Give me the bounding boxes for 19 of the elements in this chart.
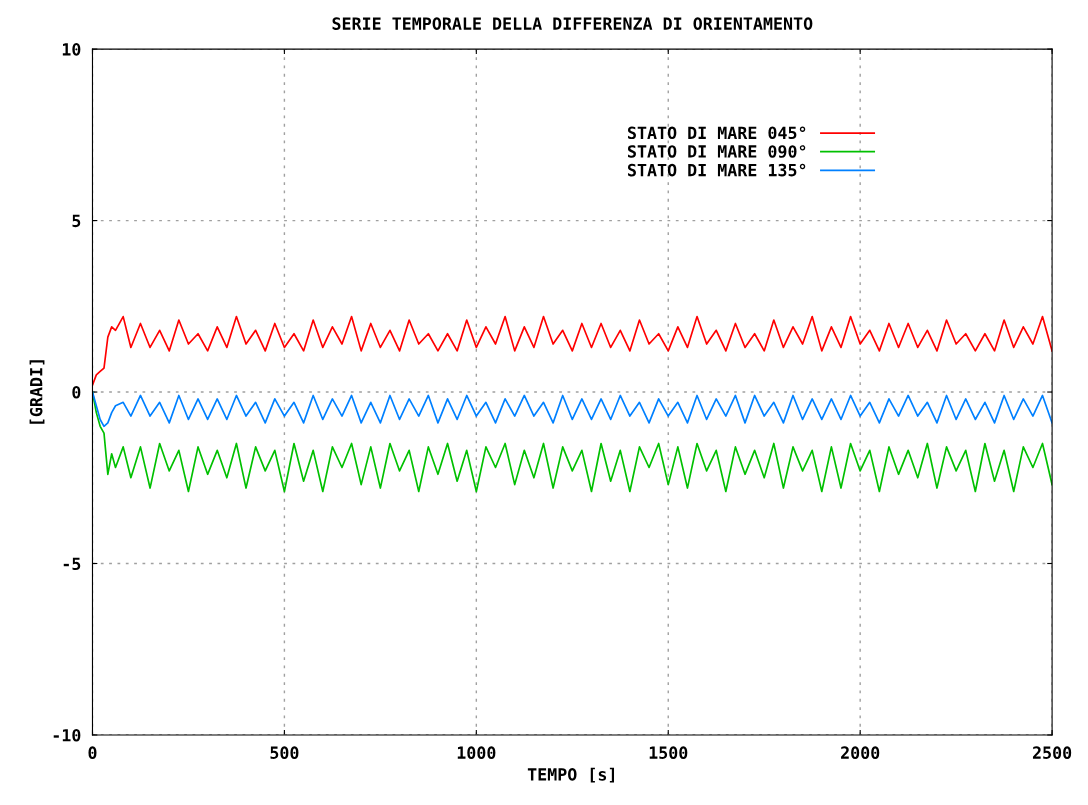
legend-label: STATO DI MARE 135° bbox=[627, 163, 806, 177]
x-tick-label: 500 bbox=[270, 746, 299, 759]
y-tick-label: 10 bbox=[62, 43, 81, 56]
chart-title: SERIE TEMPORALE DELLA DIFFERENZA DI ORIENTAMENTO bbox=[332, 17, 813, 30]
x-tick-label: 1000 bbox=[457, 746, 496, 759]
x-tick-label: 2000 bbox=[841, 746, 880, 759]
legend-label: STATO DI MARE 045° bbox=[627, 126, 806, 140]
x-tick-label: 0 bbox=[88, 746, 97, 759]
y-tick-label: -5 bbox=[63, 557, 81, 571]
x-tick-label: 1500 bbox=[649, 746, 688, 759]
line-series bbox=[92, 315, 1053, 387]
y-tick-label: -10 bbox=[53, 728, 81, 742]
x-tick-label: 2500 bbox=[1032, 746, 1072, 759]
line-series bbox=[92, 391, 1053, 428]
x-axis-title: TEMPO [s] bbox=[527, 767, 615, 783]
y-tick-label: 5 bbox=[72, 214, 81, 228]
y-axis-title: [GRADI] bbox=[29, 360, 45, 424]
y-tick-label: 0 bbox=[72, 386, 81, 399]
legend-label: STATO DI MARE 090° bbox=[627, 145, 806, 158]
